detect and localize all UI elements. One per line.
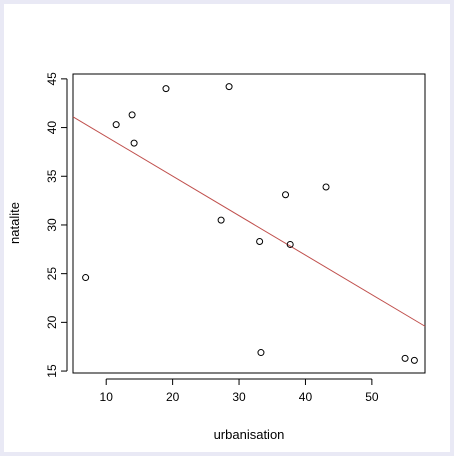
regression-line [72, 116, 426, 327]
data-point [82, 274, 90, 282]
y-tick-label: 15 [45, 364, 59, 378]
data-point [322, 183, 330, 191]
x-tick-label: 20 [166, 390, 180, 404]
x-tick-label: 10 [100, 390, 114, 404]
y-axis: 15 20 25 30 35 40 45 [45, 72, 68, 378]
data-point [410, 356, 418, 364]
y-axis-label: natalite [7, 202, 22, 244]
x-axis: 10 20 30 40 50 [100, 378, 379, 404]
y-tick-label: 40 [45, 121, 59, 135]
y-tick-label: 35 [45, 169, 59, 183]
plot-area [72, 73, 426, 374]
y-tick-label: 20 [45, 315, 59, 329]
data-point [286, 240, 294, 248]
regression-line-group [72, 116, 426, 327]
data-points [82, 83, 418, 364]
data-point [112, 121, 120, 129]
y-tick-label: 25 [45, 267, 59, 281]
data-point [225, 83, 233, 91]
data-point [282, 191, 290, 199]
x-tick-label: 50 [365, 390, 379, 404]
data-point [257, 349, 265, 357]
data-point [130, 139, 138, 147]
x-tick-label: 40 [299, 390, 313, 404]
data-point [162, 85, 170, 93]
y-tick-label: 45 [45, 72, 59, 86]
x-axis-label: urbanisation [214, 427, 285, 442]
data-point [401, 354, 409, 362]
data-point [217, 216, 225, 224]
data-point [256, 238, 264, 246]
x-tick-label: 30 [232, 390, 246, 404]
data-point [128, 111, 136, 119]
y-tick-label: 30 [45, 218, 59, 232]
